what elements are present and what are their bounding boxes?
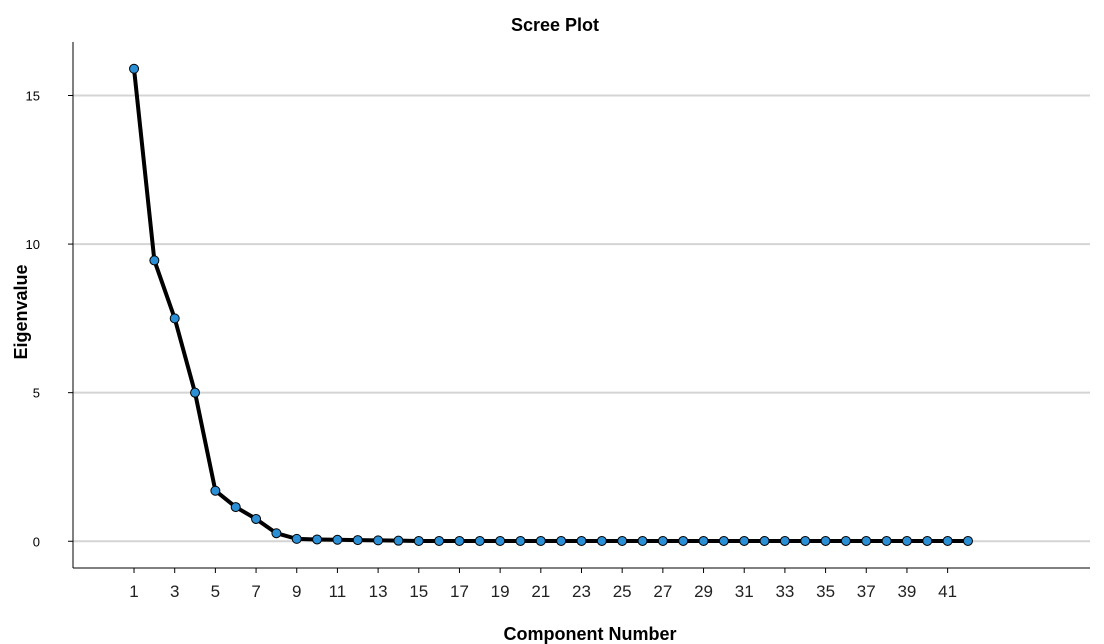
data-point-31 [739,535,750,546]
data-point-18 [474,535,485,546]
x-tick-label: 17 [450,582,469,601]
data-point-8 [271,528,282,539]
data-point-13 [373,535,384,546]
data-point-1 [129,63,140,74]
data-point-10 [312,534,323,545]
x-tick-label: 23 [572,582,591,601]
chart-title: Scree Plot [511,15,599,35]
data-point-33 [779,535,790,546]
data-point-23 [576,535,587,546]
data-point-32 [759,535,770,546]
y-axis-label: Eigenvalue [11,264,31,359]
data-point-2 [149,255,160,266]
x-axis-label: Component Number [504,624,677,644]
y-tick-label: 0 [33,534,40,549]
x-tick-label: 27 [653,582,672,601]
x-tick-label: 33 [775,582,794,601]
x-tick-label: 3 [170,582,179,601]
gridlines [73,94,1090,543]
data-point-20 [515,535,526,546]
data-point-42 [962,535,973,546]
x-tick-label: 15 [409,582,428,601]
x-tick-label: 5 [211,582,220,601]
data-point-28 [678,535,689,546]
data-point-38 [881,535,892,546]
data-point-7 [251,513,262,524]
data-point-14 [393,535,404,546]
data-point-34 [800,535,811,546]
data-point-41 [942,535,953,546]
data-point-15 [413,535,424,546]
data-point-22 [556,535,567,546]
y-tick-label: 15 [26,88,40,103]
data-point-24 [596,535,607,546]
x-tick-label: 21 [531,582,550,601]
data-point-37 [861,535,872,546]
x-tick-label: 9 [292,582,301,601]
x-tick-label: 25 [613,582,632,601]
x-tick-label: 29 [694,582,713,601]
x-tick-label: 1 [129,582,138,601]
x-tick-label: 7 [251,582,260,601]
data-point-5 [210,485,221,496]
series-line [132,68,968,543]
data-point-12 [352,535,363,546]
y-tick-label: 10 [26,237,40,252]
data-point-6 [230,502,241,513]
data-point-40 [922,535,933,546]
data-point-9 [291,533,302,544]
y-axis-ticks: 0 5 10 15 [26,88,73,549]
data-point-27 [657,535,668,546]
x-tick-label: 37 [857,582,876,601]
x-axis-ticks: 1 3 5 7 9 11 13 15 17 19 21 23 25 27 29 31 33 35 37 39 41 [129,568,957,601]
axes [72,42,1090,569]
data-point-39 [901,535,912,546]
data-point-17 [454,535,465,546]
x-tick-label: 19 [491,582,510,601]
x-tick-label: 35 [816,582,835,601]
series [129,63,973,546]
x-tick-label: 13 [369,582,388,601]
data-point-26 [637,535,648,546]
data-point-30 [718,535,729,546]
data-point-29 [698,535,709,546]
data-point-25 [617,535,628,546]
data-point-36 [840,535,851,546]
data-point-35 [820,535,831,546]
data-point-11 [332,534,343,545]
data-point-21 [535,535,546,546]
data-point-4 [190,387,201,398]
x-tick-label: 39 [897,582,916,601]
x-tick-label: 41 [938,582,957,601]
x-tick-label: 31 [735,582,754,601]
data-point-3 [169,313,180,324]
y-tick-label: 5 [33,386,40,401]
x-tick-label: 11 [329,582,347,601]
data-point-16 [434,535,445,546]
data-point-19 [495,535,506,546]
